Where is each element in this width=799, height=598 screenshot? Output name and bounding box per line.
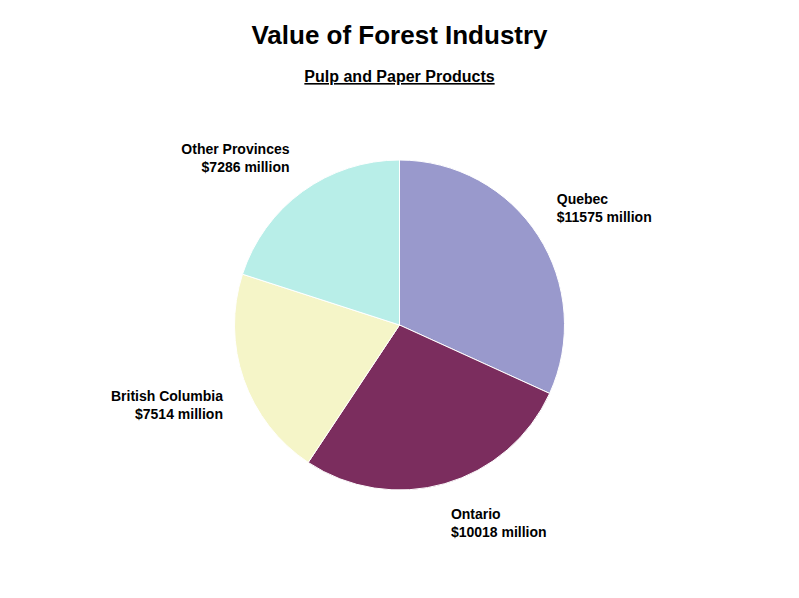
data-label: $11575 million — [557, 209, 652, 225]
data-label: $7514 million — [135, 406, 223, 422]
slice-label: Other Provinces — [181, 141, 289, 157]
title: Value of Forest Industry — [251, 20, 548, 50]
subtitle: Pulp and Paper Products — [304, 68, 494, 85]
slice-label: British Columbia — [111, 388, 223, 404]
slice-label: Ontario — [451, 506, 501, 522]
data-label: $7286 million — [202, 159, 290, 175]
slice-label: Quebec — [557, 191, 609, 207]
data-label: $10018 million — [451, 524, 547, 540]
pie — [235, 160, 565, 490]
labels: Quebec $11575 million Ontario $10018 millio… — [111, 141, 652, 540]
pie-slice — [243, 160, 400, 325]
chart-root: Value of Forest Industry Pulp and Paper P… — [0, 0, 799, 598]
